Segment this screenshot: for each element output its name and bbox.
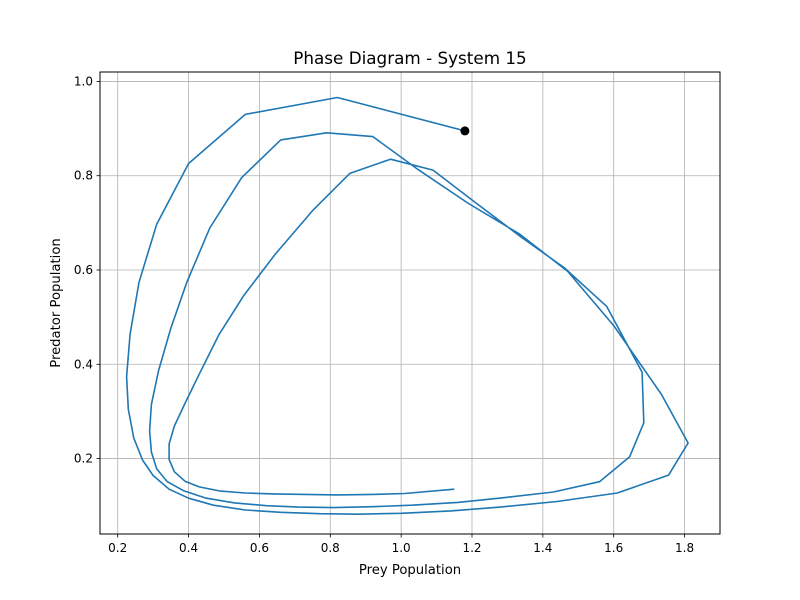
y-tick-label: 0.4 [74,357,93,371]
y-tick-label: 1.0 [74,74,93,88]
x-axis-label: Prey Population [359,563,461,578]
x-tick-label: 1.4 [533,541,552,555]
grid [100,72,720,534]
start-point-marker [460,126,470,136]
y-tick-label: 0.8 [74,169,93,183]
plot-frame [99,71,721,535]
x-tick-label: 0.6 [250,541,269,555]
y-tick-label: 0.6 [74,263,93,277]
y-axis-label: Predator Population [49,238,64,368]
y-tick-label: 0.2 [74,452,93,466]
x-tick-label: 1.2 [462,541,481,555]
trajectory-line [125,96,689,516]
data-layer [125,96,689,516]
x-tick-label: 1.8 [675,541,694,555]
axis-ticks: 0.2 0.4 0.6 0.8 1.0 1.2 1.4 1.6 1.8 0.2 0.4 0.6 0.8 1… [74,74,694,555]
x-tick-label: 0.2 [108,541,127,555]
x-tick-label: 1.0 [392,541,411,555]
x-tick-label: 0.8 [321,541,340,555]
x-tick-label: 0.4 [179,541,198,555]
x-tick-label: 1.6 [604,541,623,555]
chart-title: Phase Diagram - System 15 [293,48,526,68]
